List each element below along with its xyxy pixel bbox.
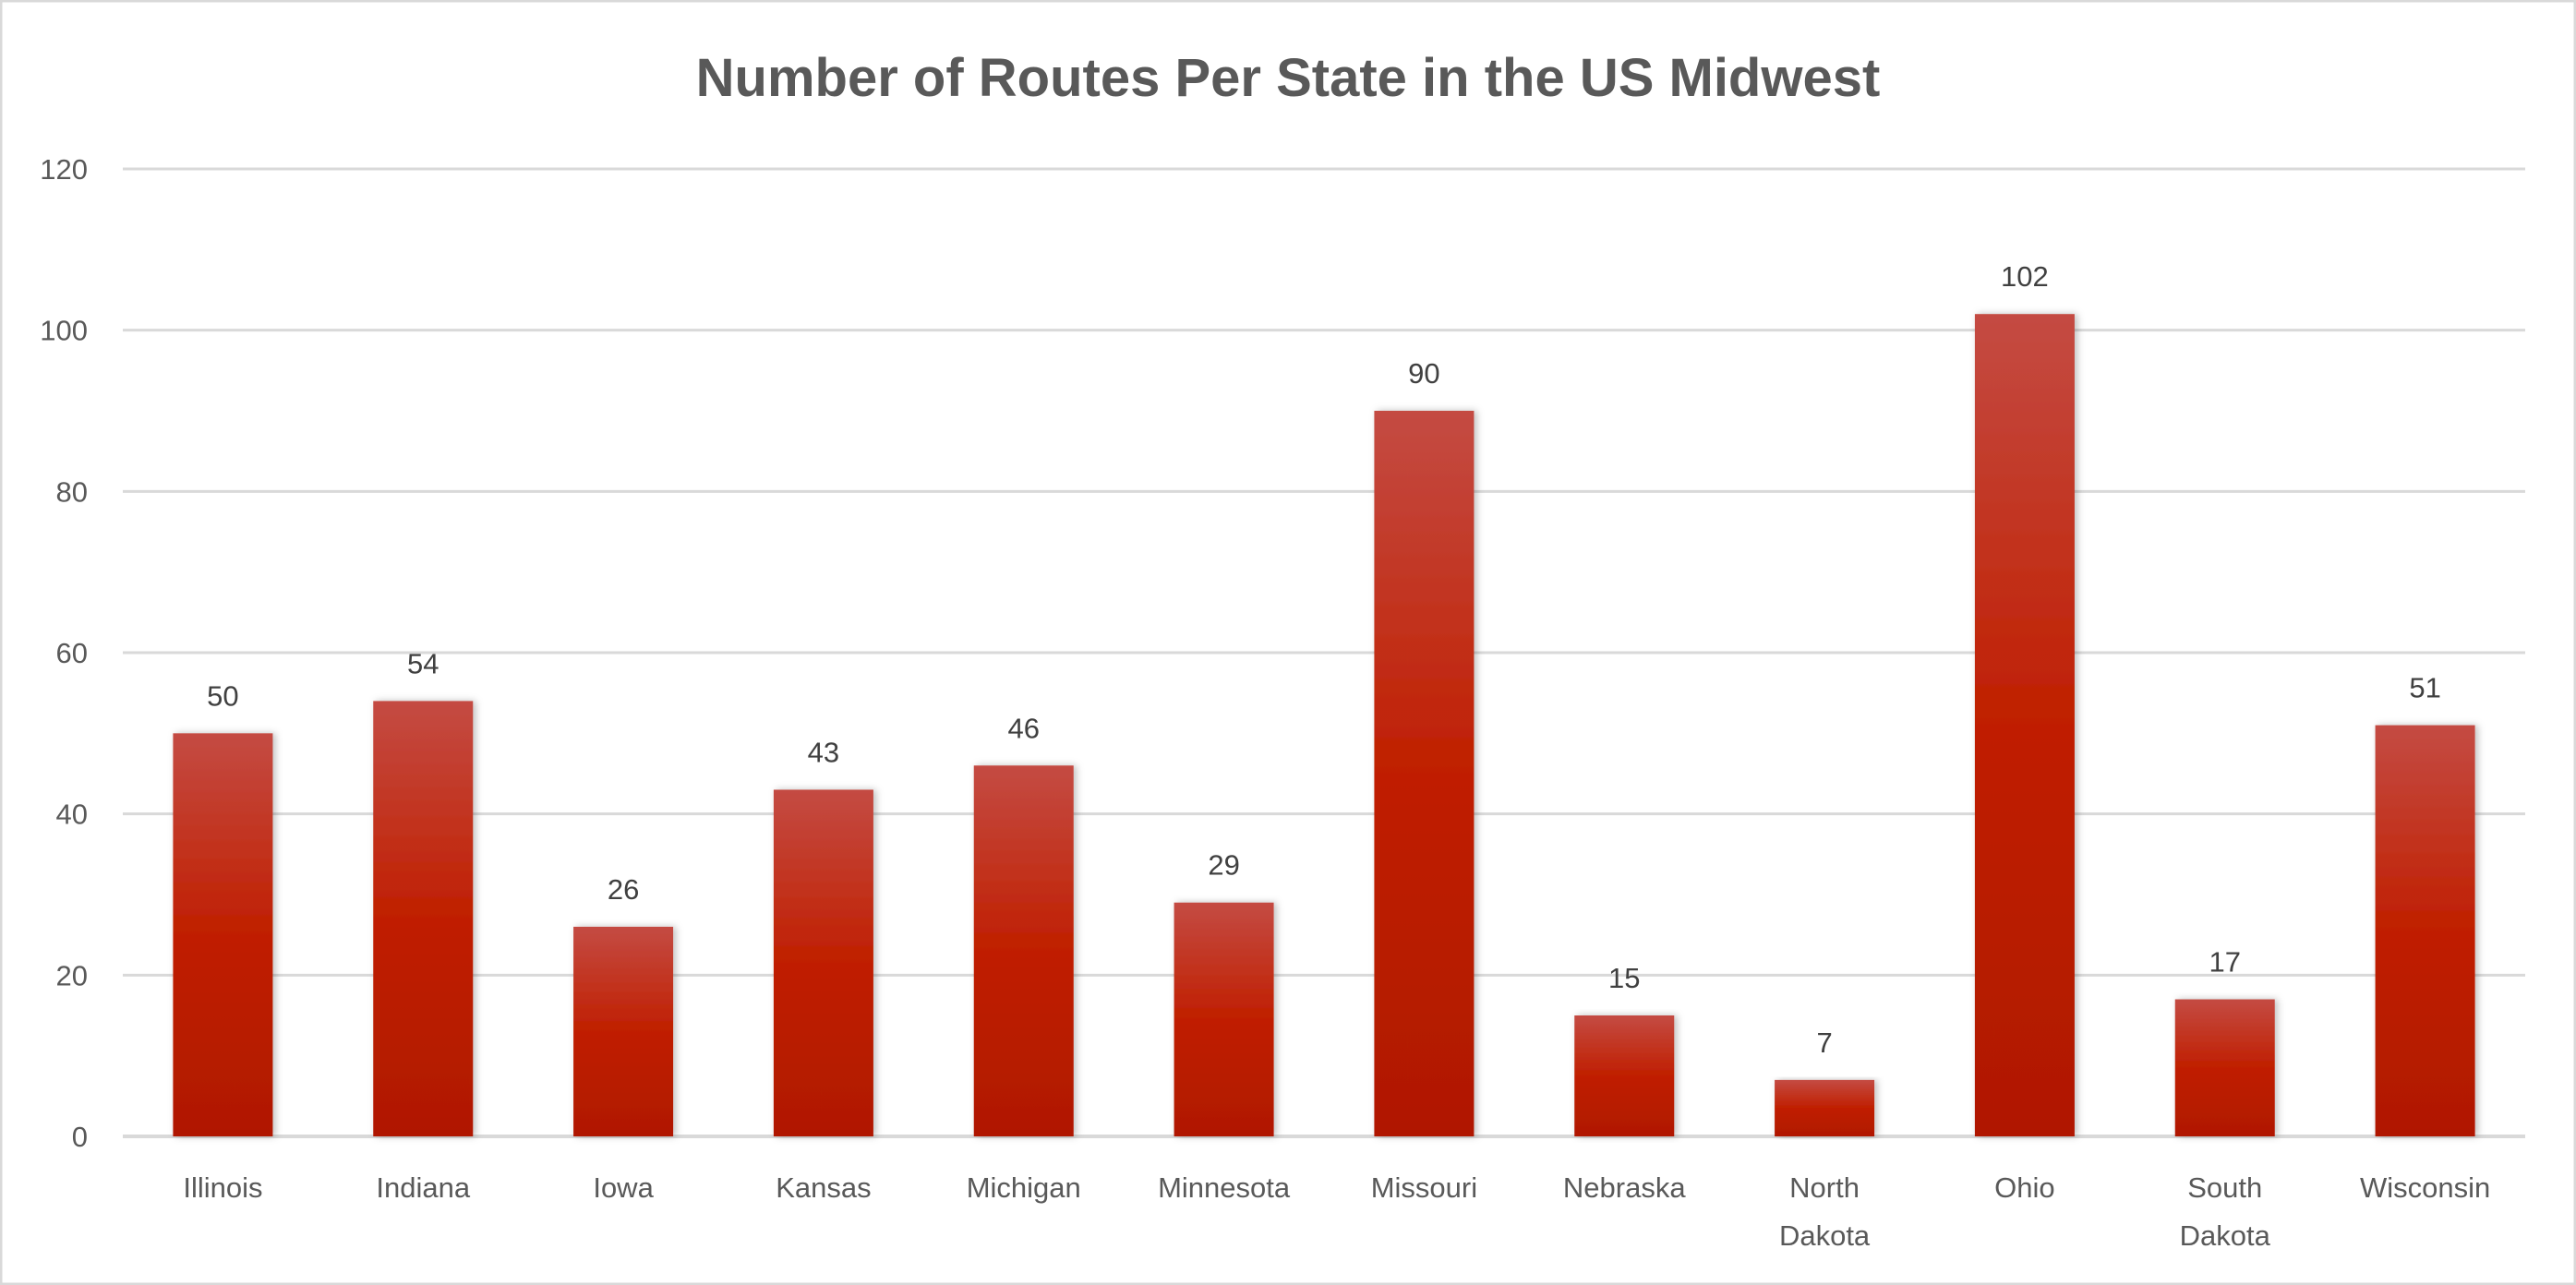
chart-title: Number of Routes Per State in the US Mid… bbox=[696, 48, 1881, 108]
y-tick-label: 80 bbox=[56, 475, 88, 508]
x-tick-label: Kansas bbox=[776, 1171, 871, 1204]
x-tick-label: Michigan bbox=[967, 1171, 1081, 1204]
data-label: 90 bbox=[1408, 357, 1439, 390]
y-tick-label: 20 bbox=[56, 959, 88, 991]
x-tick-label: Iowa bbox=[593, 1171, 654, 1204]
x-tick-label: Missouri bbox=[1371, 1171, 1477, 1204]
x-tick-label: Minnesota bbox=[1158, 1171, 1291, 1204]
bar bbox=[773, 789, 873, 1136]
y-tick-label: 0 bbox=[72, 1121, 88, 1153]
x-tick-label: South bbox=[2187, 1171, 2262, 1204]
bar bbox=[1775, 1079, 1875, 1136]
bars bbox=[173, 314, 2475, 1136]
bar bbox=[1574, 1015, 1675, 1136]
y-tick-label: 120 bbox=[40, 153, 88, 186]
data-label: 46 bbox=[1008, 712, 1040, 744]
bar bbox=[173, 733, 273, 1136]
x-tick-label: Ohio bbox=[1994, 1171, 2054, 1204]
x-tick-label: North bbox=[1789, 1171, 1860, 1204]
y-tick-label: 40 bbox=[56, 799, 88, 831]
data-label: 50 bbox=[207, 679, 238, 712]
data-label: 29 bbox=[1208, 849, 1239, 882]
y-tick-label: 100 bbox=[40, 315, 88, 347]
data-label: 17 bbox=[2209, 946, 2241, 979]
bar bbox=[973, 765, 1074, 1136]
x-axis-labels: Illinois Indiana Iowa Kansas Michigan Minneso… bbox=[183, 1171, 2490, 1252]
x-tick-label: Illinois bbox=[183, 1171, 262, 1204]
x-tick-label: Dakota bbox=[1779, 1219, 1871, 1252]
data-labels: 50 54 26 43 46 29 90 15 7 102 17 51 bbox=[207, 260, 2441, 1059]
bar bbox=[2174, 999, 2275, 1136]
bar bbox=[373, 701, 474, 1136]
data-label: 102 bbox=[2001, 260, 2049, 293]
bar bbox=[1374, 411, 1475, 1136]
data-label: 43 bbox=[808, 736, 839, 768]
y-tick-label: 60 bbox=[56, 637, 88, 669]
bar bbox=[1174, 902, 1274, 1136]
gridlines bbox=[123, 167, 2525, 1138]
data-label: 7 bbox=[1816, 1027, 1832, 1059]
x-tick-label: Dakota bbox=[2180, 1219, 2271, 1252]
x-tick-label: Indiana bbox=[376, 1171, 470, 1204]
bar bbox=[573, 926, 674, 1136]
x-tick-label: Nebraska bbox=[1563, 1171, 1686, 1204]
bar bbox=[2375, 725, 2475, 1136]
data-label: 15 bbox=[1608, 962, 1640, 994]
y-axis-ticks: 0 20 40 60 80 100 120 bbox=[40, 153, 88, 1153]
data-label: 26 bbox=[608, 873, 639, 906]
bar bbox=[1974, 314, 2075, 1136]
data-label: 51 bbox=[2409, 672, 2440, 704]
x-tick-label: Wisconsin bbox=[2360, 1171, 2490, 1204]
data-label: 54 bbox=[407, 647, 439, 679]
